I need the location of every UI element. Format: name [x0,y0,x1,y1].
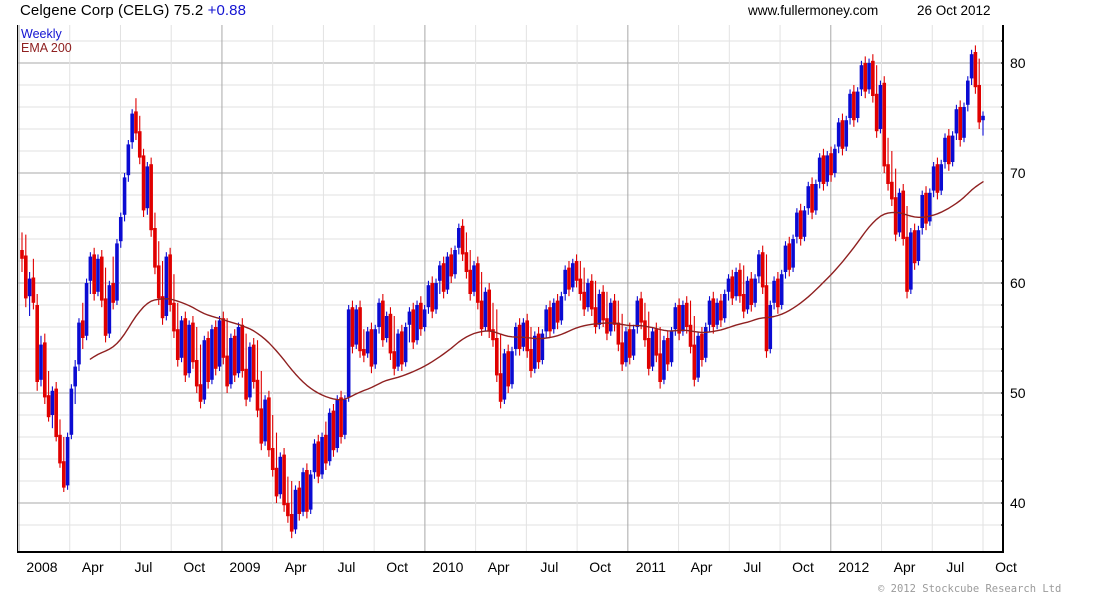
x-axis-line [17,551,1004,553]
x-tick-label-jul: Jul [134,559,153,575]
legend-ema200: EMA 200 [21,41,72,55]
x-tick-label-oct: Oct [995,559,1017,575]
x-tick-label-apr: Apr [893,559,916,575]
instrument-title: Celgene Corp (CELG) 75.2 +0.88 [20,2,246,19]
chart-header: Celgene Corp (CELG) 75.2 +0.88 www.fulle… [0,0,1100,25]
candles [20,45,985,539]
y-tick-label-70: 70 [1010,165,1026,181]
y-tick-label-50: 50 [1010,385,1026,401]
source-website: www.fullermoney.com [748,3,879,18]
x-tick-label-2008: 2008 [26,559,58,575]
x-tick-label-jul: Jul [337,559,356,575]
x-tick-label-oct: Oct [589,559,611,575]
y-tick-label-80: 80 [1010,55,1026,71]
x-tick-label-jul: Jul [540,559,559,575]
x-tick-label-apr: Apr [487,559,510,575]
legend-weekly: Weekly [21,27,62,41]
x-tick-label-2009: 2009 [229,559,261,575]
x-tick-label-apr: Apr [81,559,104,575]
x-tick-label-2012: 2012 [838,559,870,575]
x-tick-label-jul: Jul [743,559,762,575]
candlestick-chart [18,25,1003,552]
x-tick-label-jul: Jul [946,559,965,575]
chart-date: 26 Oct 2012 [917,3,991,18]
price-change: +0.88 [207,2,247,19]
x-tick-label-apr: Apr [284,559,307,575]
ema-200-line [89,181,984,401]
y-tick-label-60: 60 [1010,275,1026,291]
y-tick-label-40: 40 [1010,495,1026,511]
chart-legend: Weekly EMA 200 [21,27,72,55]
x-tick-label-oct: Oct [792,559,814,575]
instrument-title-text: Celgene Corp (CELG) 75.2 [20,2,204,19]
x-tick-label-2010: 2010 [432,559,464,575]
x-tick-label-2011: 2011 [635,559,666,575]
x-tick-label-oct: Oct [183,559,206,575]
x-tick-label-apr: Apr [690,559,713,575]
plot-area [17,25,1003,552]
x-tick-label-oct: Oct [386,559,409,575]
copyright-notice: © 2012 Stockcube Research Ltd [878,583,1062,595]
y-axis-line [1002,25,1004,552]
gridlines [18,25,1003,552]
